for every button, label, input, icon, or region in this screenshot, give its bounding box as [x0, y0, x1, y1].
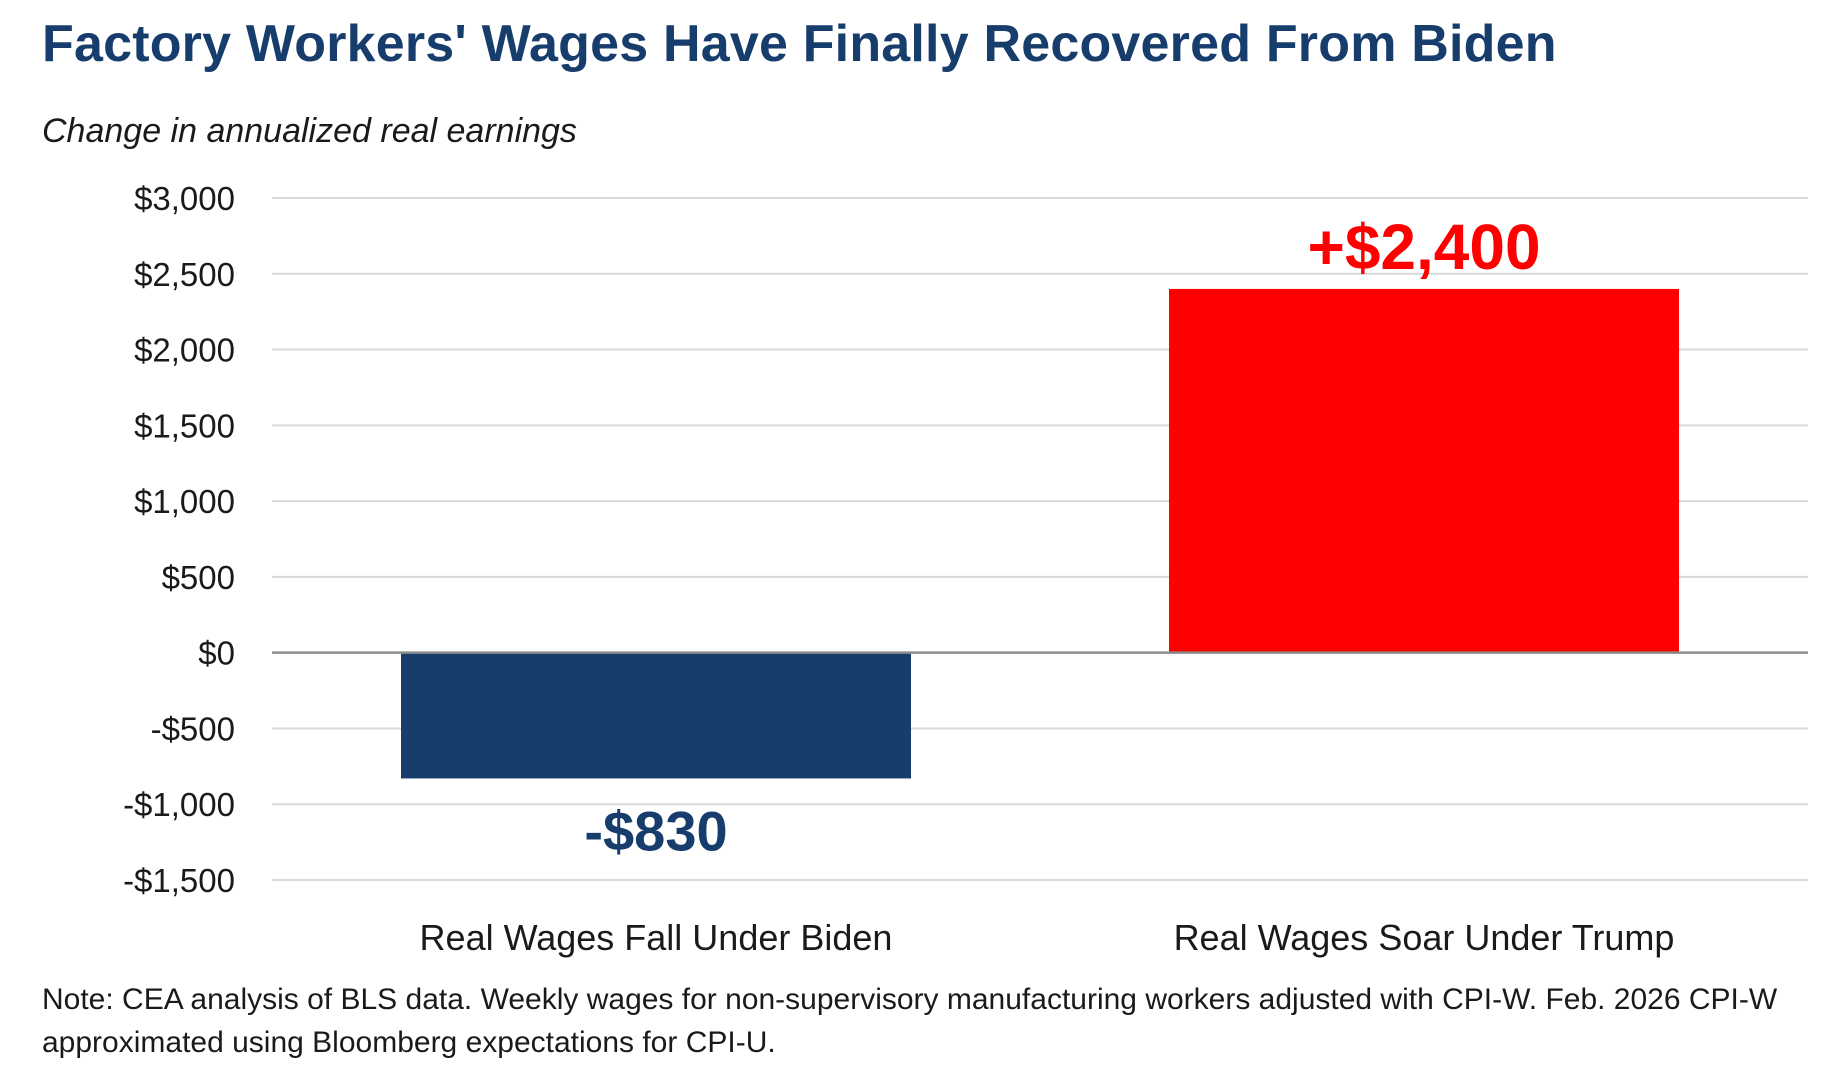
- y-tick-label: -$1,000: [123, 786, 235, 823]
- chart-subtitle: Change in annualized real earnings: [42, 112, 577, 150]
- x-category-label: Real Wages Fall Under Biden: [420, 917, 893, 958]
- source-note: Note: CEA analysis of BLS data. Weekly w…: [42, 983, 1778, 1059]
- chart-title: Factory Workers' Wages Have Finally Reco…: [42, 15, 1557, 73]
- y-tick-label: $1,500: [134, 407, 235, 444]
- data-label: +$2,400: [1307, 211, 1540, 283]
- y-tick-label: -$1,500: [123, 862, 235, 899]
- y-tick-label: $1,000: [134, 483, 235, 520]
- y-tick-label: -$500: [151, 710, 235, 747]
- bar: [1169, 288, 1679, 653]
- y-tick-label: $2,500: [134, 256, 235, 293]
- bar-chart: $3,000 $2,500 $2,000 $1,500 $1,000 $500 $0 -$50…: [123, 180, 1808, 958]
- y-tick-label: $500: [162, 559, 235, 596]
- y-tick-label: $0: [198, 635, 235, 672]
- x-category-label: Real Wages Soar Under Trump: [1174, 917, 1675, 958]
- y-tick-label: $2,000: [134, 332, 235, 369]
- y-tick-label: $3,000: [134, 180, 235, 217]
- bar: [401, 652, 911, 779]
- data-label: -$830: [584, 799, 727, 862]
